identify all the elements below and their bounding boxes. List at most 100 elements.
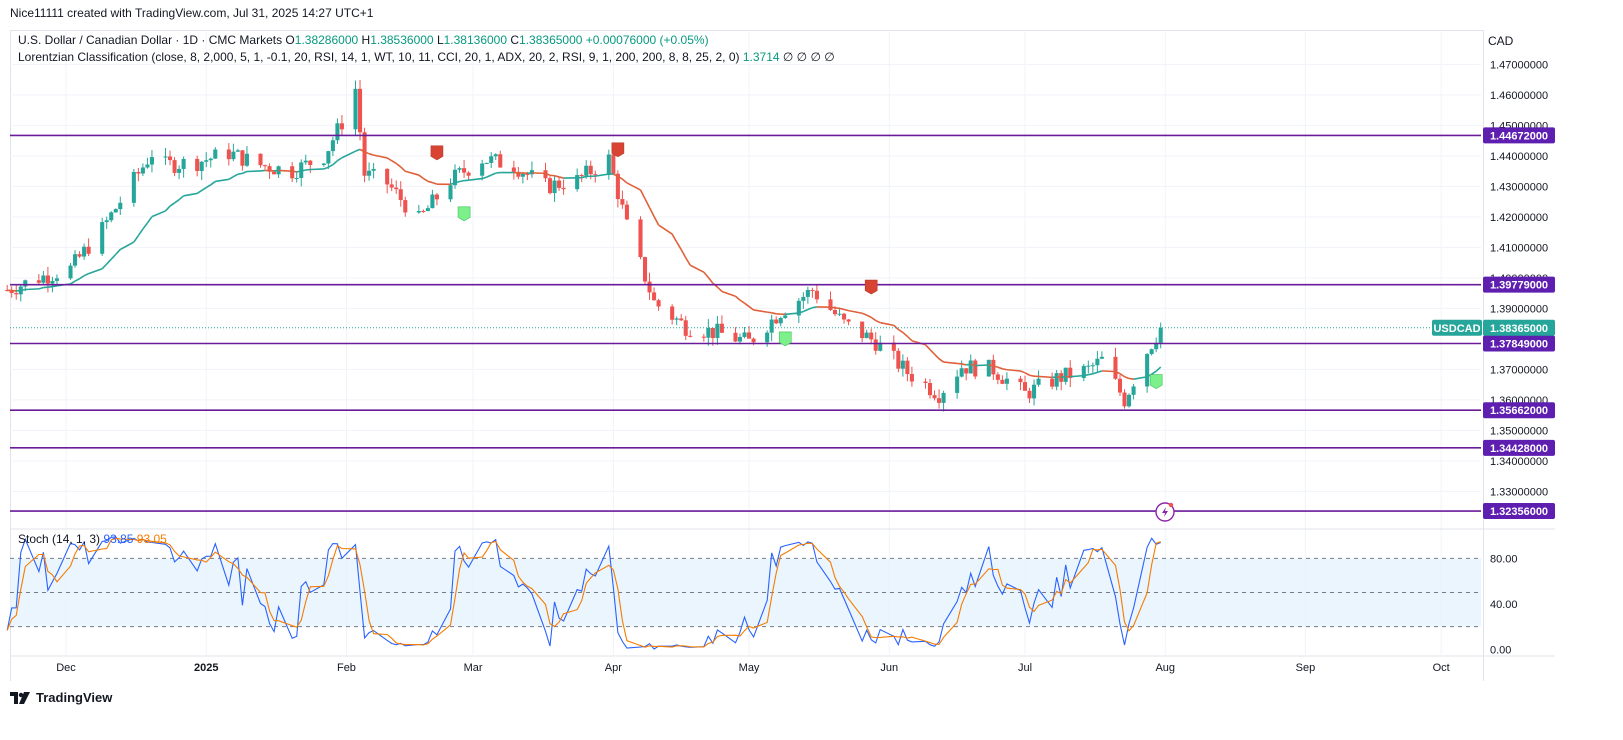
stoch-d-value: 93.05 xyxy=(136,532,167,546)
candle-body xyxy=(620,199,625,205)
ma-segment xyxy=(20,288,26,292)
ma-segment xyxy=(38,286,44,290)
ma-segment xyxy=(870,316,877,322)
candle-body xyxy=(642,257,648,282)
ma-segment xyxy=(644,198,651,209)
candle-body xyxy=(430,194,435,209)
candle-body xyxy=(335,123,340,141)
candle-body xyxy=(1050,378,1055,387)
y-tick-label: 1.39000000 xyxy=(1490,303,1548,315)
candle-body xyxy=(814,290,819,300)
ma-segment xyxy=(422,177,429,182)
ma-segment xyxy=(558,176,564,179)
candle-body xyxy=(9,290,14,294)
candle-body xyxy=(244,153,249,166)
candle-body xyxy=(891,342,896,351)
level-tag xyxy=(1483,127,1555,144)
candle-body xyxy=(371,168,376,171)
candle-body xyxy=(1004,378,1009,384)
ma-segment xyxy=(1070,374,1084,378)
candle-body xyxy=(593,174,598,176)
candle-body xyxy=(50,280,55,284)
candle-body xyxy=(1036,378,1041,385)
candle-body xyxy=(353,88,358,130)
candle-body xyxy=(1095,358,1100,366)
currency-label[interactable]: CAD xyxy=(1488,34,1514,48)
candle-body xyxy=(389,184,394,188)
ma-segment xyxy=(902,331,908,338)
ma-segment xyxy=(101,263,108,270)
candle-body xyxy=(557,180,562,188)
ma-segment xyxy=(83,272,89,277)
ma-segment xyxy=(215,178,229,183)
ma-segment xyxy=(391,160,397,165)
candle-body xyxy=(272,171,277,175)
x-tick-label: Aug xyxy=(1155,662,1175,674)
ma-segment xyxy=(459,179,465,183)
candle-body xyxy=(783,315,788,318)
y-tick-label: 1.34000000 xyxy=(1490,456,1548,468)
ma-segment xyxy=(658,224,673,235)
close-value: 1.38365000 xyxy=(519,33,583,47)
candle-body xyxy=(290,166,295,179)
ma-segment xyxy=(880,321,894,327)
candle-body xyxy=(1090,365,1095,367)
candle-body xyxy=(263,165,268,167)
candle-body xyxy=(932,395,937,399)
candle-body xyxy=(109,212,114,221)
candle-body xyxy=(516,171,521,177)
candle-body xyxy=(832,309,838,315)
y-tick-label: 1.47000000 xyxy=(1490,59,1548,71)
candle-body xyxy=(1027,390,1032,399)
ma-segment xyxy=(716,286,723,293)
open-value: 1.38286000 xyxy=(294,33,359,47)
ma-segment xyxy=(1029,374,1035,377)
candle-body xyxy=(104,220,109,223)
candle-body xyxy=(339,123,344,130)
ma-segment xyxy=(310,168,324,171)
indicator-title[interactable]: Lorentzian Classification (close, 8, 2,0… xyxy=(18,50,740,64)
x-tick-label: 2025 xyxy=(194,662,218,674)
candle-body xyxy=(742,332,747,337)
ma-segment xyxy=(169,202,176,207)
candle-body xyxy=(860,321,865,339)
ma-segment xyxy=(332,160,338,166)
candle-body xyxy=(489,156,494,163)
candle-body xyxy=(674,318,679,320)
ma-segment xyxy=(549,174,555,177)
ma-segment xyxy=(142,222,149,230)
symbol-title[interactable]: U.S. Dollar / Canadian Dollar · 1D · CMC… xyxy=(18,33,283,47)
candle-body xyxy=(584,165,589,176)
level-tag-label: 1.44672000 xyxy=(1490,130,1548,142)
high-value: 1.38536000 xyxy=(370,33,434,47)
ma-segment xyxy=(906,335,913,342)
y-tick-label: 1.44000000 xyxy=(1490,151,1548,163)
stoch-title[interactable]: Stoch (14, 1, 3) xyxy=(18,532,101,546)
candle-body xyxy=(204,160,209,162)
level-tag xyxy=(1483,503,1555,520)
close-label: C xyxy=(510,33,520,47)
x-tick-label: Feb xyxy=(337,662,356,674)
candle-body xyxy=(235,150,240,152)
ma-segment xyxy=(531,172,546,175)
ma-segment xyxy=(993,365,999,369)
ma-segment xyxy=(1088,372,1094,376)
ma-segment xyxy=(997,366,1003,370)
tradingview-logo[interactable]: TradingView xyxy=(10,690,112,705)
ma-segment xyxy=(798,310,804,314)
open-label: O xyxy=(285,33,295,47)
ma-segment xyxy=(1083,373,1089,377)
ma-segment xyxy=(581,175,587,179)
candle-body xyxy=(624,204,629,220)
candle-body xyxy=(172,160,177,173)
ma-segment xyxy=(621,178,628,184)
candle-body xyxy=(964,368,969,374)
indicator-extra: ∅ ∅ ∅ ∅ xyxy=(782,50,835,64)
stoch-legend: Stoch (14, 1, 3) 93.85 93.05 xyxy=(18,532,167,546)
candle-body xyxy=(796,300,801,316)
x-tick-label: Apr xyxy=(605,662,622,674)
candle-body xyxy=(828,299,833,310)
y-tick-label: 1.37000000 xyxy=(1490,364,1548,376)
candle-body xyxy=(986,359,991,377)
